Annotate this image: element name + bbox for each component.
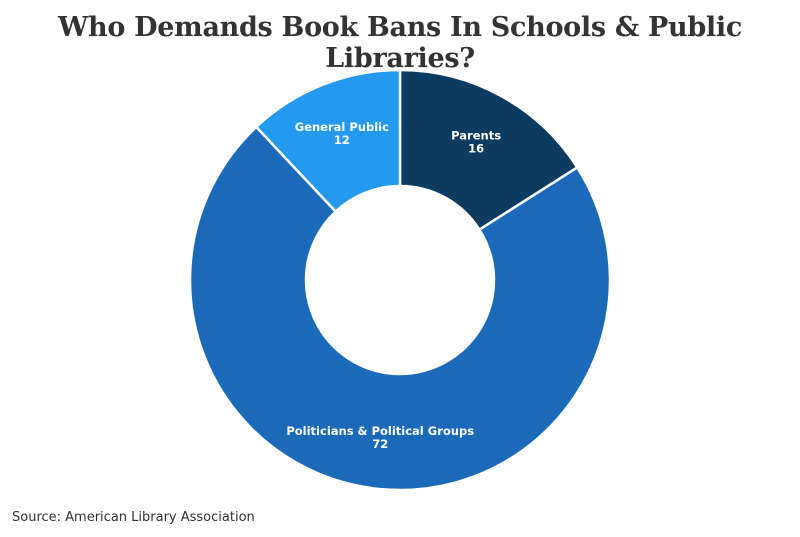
slice-label-name: Politicians & Political Groups xyxy=(286,424,474,438)
slice-parents xyxy=(398,68,579,231)
chart-title: Who Demands Book Bans In Schools & Publi… xyxy=(58,12,742,74)
slice-label-name: Parents xyxy=(451,129,501,143)
slice-label-value: 12 xyxy=(334,133,350,147)
slice-politicians-and-political-groups xyxy=(188,125,612,492)
slice-label-parents: Parents 16 xyxy=(451,129,501,156)
slice-label-value: 16 xyxy=(468,142,484,156)
slice-label-politicians-and-political-groups: Politicians & Political Groups 72 xyxy=(286,424,474,451)
slice-label-name: General Public xyxy=(295,120,389,134)
slice-general-public xyxy=(254,68,402,213)
slice-label-general-public: General Public 12 xyxy=(295,120,389,147)
slice-label-value: 72 xyxy=(372,437,388,451)
chart-source: Source: American Library Association xyxy=(12,510,255,525)
